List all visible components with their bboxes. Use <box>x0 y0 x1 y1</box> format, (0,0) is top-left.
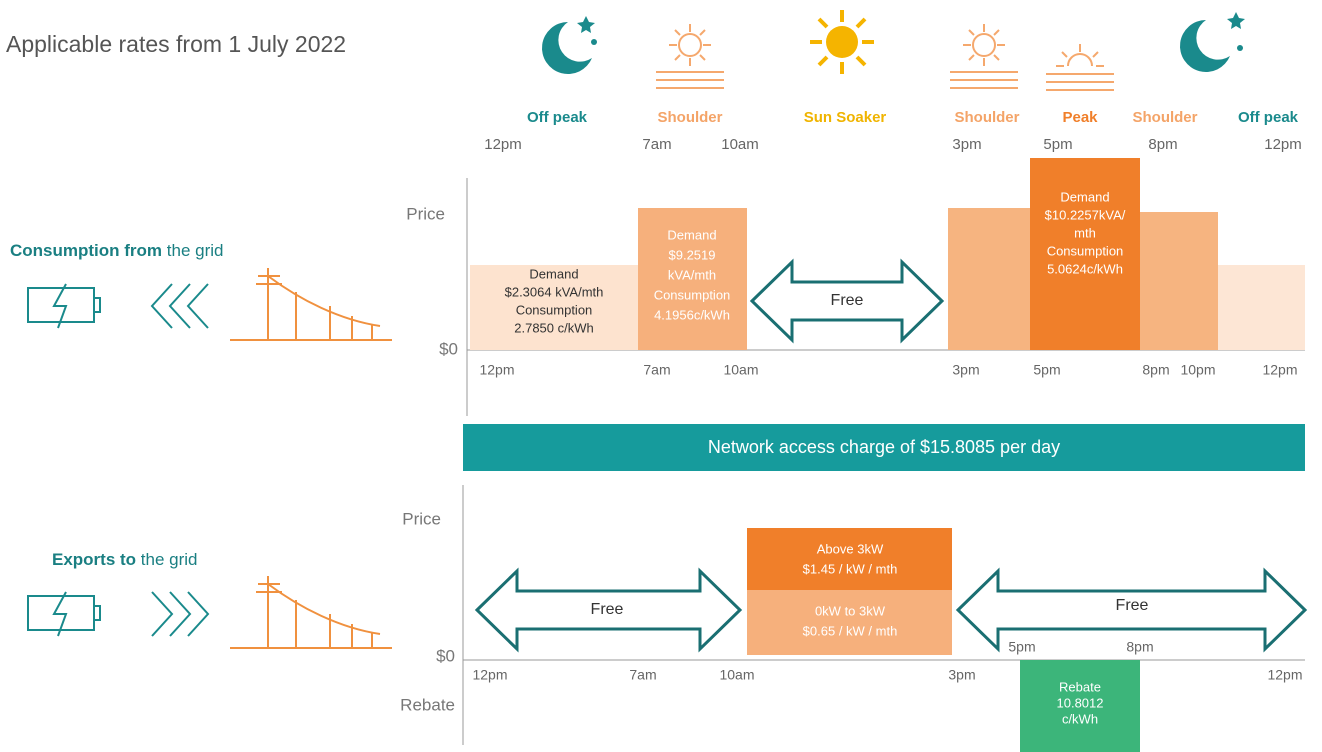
time-label: 5pm <box>1033 362 1060 378</box>
period-label: Off peak <box>527 109 588 126</box>
block-text: $10.2257kVA/ <box>1045 207 1126 222</box>
period-label: Shoulder <box>954 109 1019 126</box>
time-label: 3pm <box>952 136 981 153</box>
block-text: mth <box>1074 225 1096 240</box>
network-charge: Network access charge of $15.8085 per da… <box>708 437 1060 457</box>
axis-label: $0 <box>439 339 458 358</box>
block-text: 5.0624c/kWh <box>1047 261 1123 276</box>
time-label: 12pm <box>1264 136 1302 153</box>
block-text: 0kW to 3kW <box>815 603 886 618</box>
period-label: Peak <box>1062 109 1098 126</box>
block-text: Consumption <box>1047 243 1124 258</box>
exports-heading: Exports to the grid <box>52 550 198 569</box>
period-label: Shoulder <box>1132 109 1197 126</box>
time-label: 7am <box>643 362 670 378</box>
time-label: 7am <box>629 667 656 683</box>
period-label: Off peak <box>1238 109 1299 126</box>
axis-label: Price <box>402 509 441 528</box>
time-label: 12pm <box>472 667 507 683</box>
time-label: 12pm <box>479 362 514 378</box>
shoulder-block <box>948 208 1030 350</box>
time-label: 5pm <box>1008 639 1035 655</box>
sun-soaker-icon <box>810 10 874 74</box>
moon-icon <box>1180 12 1245 72</box>
block-text: $0.65 / kW / mth <box>803 623 898 638</box>
block-text: 10.8012 <box>1057 695 1104 710</box>
battery-icon <box>28 284 100 636</box>
block-text: $1.45 / kW / mth <box>803 561 898 576</box>
period-label: Sun Soaker <box>804 109 887 126</box>
block-text: $9.2519 <box>669 247 716 262</box>
heading-bold: Exports to <box>52 550 136 569</box>
block-text: Above 3kW <box>817 541 884 556</box>
heading-rest: the grid <box>167 241 224 260</box>
time-label: 8pm <box>1142 362 1169 378</box>
block-text: Demand <box>529 266 578 281</box>
chevrons-icon <box>152 284 208 636</box>
time-label: 12pm <box>1262 362 1297 378</box>
block-text: Demand <box>667 227 716 242</box>
block-text: kVA/mth <box>668 267 716 282</box>
time-label: 5pm <box>1043 136 1072 153</box>
free-label: Free <box>591 601 624 618</box>
shoulder-sun-icon <box>656 24 724 88</box>
free-label: Free <box>831 292 864 309</box>
above-block <box>747 528 952 590</box>
time-label: 12pm <box>484 136 522 153</box>
moon-icon <box>542 16 597 74</box>
shoulder-sun-icon <box>950 24 1018 88</box>
block-text: 4.1956c/kWh <box>654 307 730 322</box>
time-label: 8pm <box>1126 639 1153 655</box>
time-label: 3pm <box>952 362 979 378</box>
time-label: 12pm <box>1267 667 1302 683</box>
rates-infographic: Applicable rates from 1 July 2022 <box>0 0 1322 752</box>
free-label: Free <box>1116 597 1149 614</box>
block-text: Rebate <box>1059 679 1101 694</box>
time-label: 10am <box>719 667 754 683</box>
block-text: Consumption <box>516 302 593 317</box>
block-text: c/kWh <box>1062 711 1098 726</box>
time-label: 10pm <box>1180 362 1215 378</box>
time-label: 8pm <box>1148 136 1177 153</box>
axis-label: $0 <box>436 646 455 665</box>
heading-bold: Consumption from <box>10 241 162 260</box>
time-label: 7am <box>642 136 671 153</box>
power-lines-icon <box>230 268 392 648</box>
time-label: 3pm <box>948 667 975 683</box>
axis-label: Price <box>406 204 445 223</box>
block-text: 2.7850 c/kWh <box>514 320 594 335</box>
time-label: 10am <box>723 362 758 378</box>
off-peak-block <box>1218 265 1305 350</box>
shoulder-block <box>1140 212 1218 350</box>
title: Applicable rates from 1 July 2022 <box>6 31 346 57</box>
time-label: 10am <box>721 136 759 153</box>
block-text: Demand <box>1060 189 1109 204</box>
peak-sunset-icon <box>1046 44 1114 90</box>
heading-rest: the grid <box>141 550 198 569</box>
period-label: Shoulder <box>657 109 722 126</box>
axis-label: Rebate <box>400 695 455 714</box>
block-text: Consumption <box>654 287 731 302</box>
block-text: $2.3064 kVA/mth <box>505 284 604 299</box>
consumption-heading: Consumption from the grid <box>10 241 223 260</box>
